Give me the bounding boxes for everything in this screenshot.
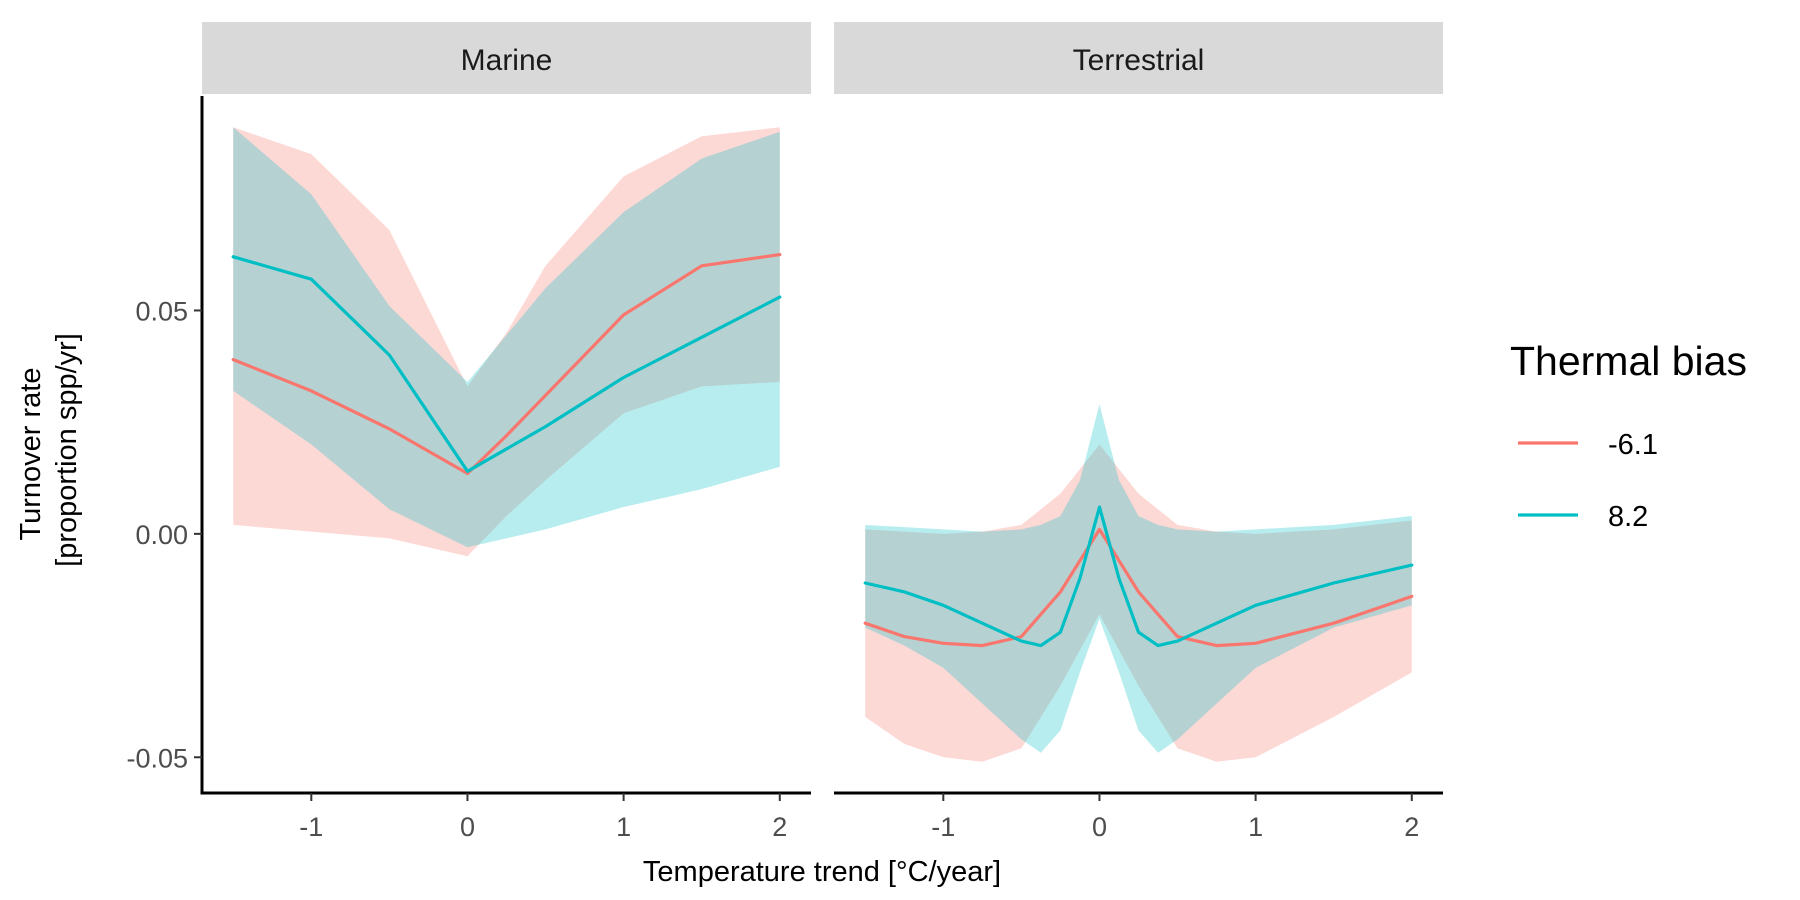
x-tick-label: 1 [1248,812,1263,842]
facet-strip-label: Terrestrial [1073,44,1205,77]
x-tick-label: 0 [1092,812,1107,842]
confidence-band--6.1 [233,127,780,557]
y-tick-label: -0.05 [126,743,188,773]
x-tick-label: -1 [931,812,955,842]
facet-strip [202,22,811,94]
legend-item: 8.2 [1512,491,1648,539]
y-tick-label: 0.00 [135,520,188,550]
facet-strip [834,22,1443,94]
series-line--6.1 [231,253,782,476]
confidence-band-8.2 [233,127,780,548]
facet-panel-terrestrial: Terrestrial -1 0 1 2 [834,22,1443,842]
series-line-8.2 [863,505,1414,648]
y-axis-title-line-1: Turnover rate [15,368,47,541]
x-tick-label: 2 [772,812,787,842]
y-axis-title-line-2: [proportion spp/yr] [51,333,83,567]
confidence-band--6.1 [865,444,1412,762]
legend-title: Thermal bias [1510,338,1747,384]
facet-strip-label: Marine [461,44,553,77]
y-tick-label: 0.05 [135,296,188,326]
legend: Thermal bias -6.1 8.2 [1510,338,1747,539]
x-tick-label: -1 [299,812,323,842]
confidence-band-8.2 [865,404,1412,753]
series-line-8.2 [231,255,782,473]
x-tick-label: 0 [460,812,475,842]
legend-label: 8.2 [1608,501,1648,533]
y-axis-title: Turnover rate [proportion spp/yr] [15,333,83,567]
x-tick-label: 1 [616,812,631,842]
x-tick-label: 2 [1404,812,1419,842]
series-line--6.1 [863,527,1414,648]
x-axis-title: Temperature trend [°C/year] [643,856,1001,888]
legend-label: -6.1 [1608,429,1658,461]
legend-item: -6.1 [1512,419,1658,467]
facet-panel-marine: Marine -1 0 1 2 -0.05 0.00 0.05 [126,22,811,842]
